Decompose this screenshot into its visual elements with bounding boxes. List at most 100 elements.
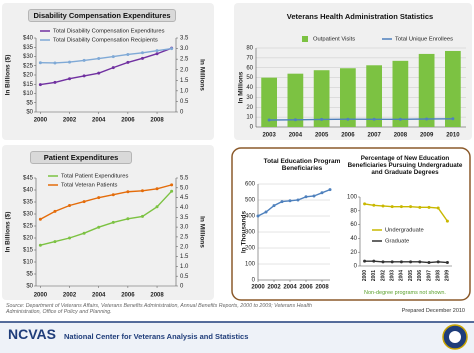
point [111, 193, 115, 197]
source: Source: Department of Veterans Affairs, … [6, 303, 312, 315]
series-line [40, 47, 172, 86]
y-axis-label: In Billions ($) [5, 55, 12, 96]
point [68, 236, 72, 240]
y-tick-label: 3.0 [180, 225, 189, 231]
point [293, 118, 297, 122]
y-tick-label: $20 [23, 236, 34, 242]
y-tick-label: $0 [26, 110, 33, 116]
point [409, 260, 413, 264]
x-tick-label: 2004 [289, 133, 303, 139]
y-tick-label: $30 [23, 54, 34, 60]
point [38, 217, 42, 221]
point [155, 52, 159, 56]
x-tick-label: 2002 [63, 293, 77, 299]
point [111, 55, 115, 59]
point [398, 117, 402, 121]
point [372, 203, 376, 207]
x-tick-label: 2004 [399, 270, 405, 281]
y-axis-label: In Thousands [241, 210, 248, 253]
x-tick-label: 2006 [299, 285, 313, 291]
y-tick-label: $20 [23, 73, 34, 79]
legend-label: Total Veteran Patients [61, 183, 117, 189]
point [140, 51, 144, 55]
x-tick-label: 2008 [315, 285, 329, 291]
point [363, 202, 367, 206]
x-tick-label: 2006 [341, 133, 355, 139]
y-tick-label: 80 [350, 208, 357, 214]
point [320, 117, 324, 121]
y-tick-label: 0 [252, 278, 256, 284]
y-tick-label: 2.5 [180, 234, 189, 240]
panel [2, 145, 214, 300]
point [126, 217, 130, 221]
y-axis-label: In Billions ($) [5, 212, 12, 253]
x-tick-label: 2004 [283, 285, 297, 291]
y-tick-label: 30 [246, 95, 253, 101]
point [53, 61, 57, 65]
y-tick-label: 300 [245, 230, 256, 236]
y-tick-label: 20 [350, 250, 357, 256]
bar [392, 60, 409, 127]
prepared: Prepared December 2010 [401, 308, 465, 314]
x-tick-label: 2005 [408, 270, 414, 281]
x-tick-label: 2007 [367, 133, 381, 139]
y-tick-label: 70 [246, 55, 253, 61]
point [267, 118, 271, 122]
point [256, 214, 260, 218]
y-tick-label: 5.0 [180, 185, 189, 191]
point [155, 49, 159, 53]
y-tick-label: 40 [350, 236, 357, 242]
org-abbr: NCVAS [8, 326, 56, 342]
point [425, 117, 429, 121]
legend-label: Outpatient Visits [313, 37, 355, 43]
point [436, 260, 440, 264]
y-tick-label: 4.0 [180, 205, 189, 211]
y-tick-label: 4.5 [180, 195, 189, 201]
point [170, 183, 174, 187]
point [126, 190, 130, 194]
series-line [40, 190, 173, 246]
x-tick-label: 2006 [417, 270, 423, 281]
y-tick-label: 0.5 [180, 99, 189, 105]
legend-label: Graduate [385, 239, 409, 245]
series-line [269, 118, 453, 121]
point [418, 260, 422, 264]
x-tick-label: 2006 [121, 118, 135, 124]
y-tick-label: 1.5 [180, 254, 189, 260]
series-line [257, 188, 331, 217]
y-tick-label: 5.5 [180, 176, 189, 182]
y-tick-label: 0.5 [180, 274, 189, 280]
y-tick-label: 0 [250, 125, 254, 131]
chart-title: Veterans Health Administration Statistic… [286, 12, 434, 21]
x-tick-label: 2002 [380, 270, 386, 281]
chart-title: Patient Expenditures [30, 151, 132, 164]
y-tick-label: $10 [23, 91, 34, 97]
point [280, 200, 284, 204]
y-tick-label: $35 [23, 45, 34, 51]
point [140, 189, 144, 193]
point [38, 61, 42, 65]
y-tick-label: 3.5 [180, 36, 189, 42]
point [97, 225, 101, 229]
point [372, 259, 376, 263]
y-tick-label: 1.5 [180, 78, 189, 84]
bar [366, 65, 382, 127]
y-tick-label: 0 [354, 264, 358, 270]
point [111, 66, 115, 70]
point [399, 205, 403, 209]
point [451, 117, 455, 121]
y-tick-label: 1.0 [180, 264, 189, 270]
x-tick-label: 2005 [315, 133, 329, 139]
point [372, 117, 376, 121]
y-tick-label: 0 [180, 284, 184, 290]
y-tick-label: $5 [26, 100, 33, 106]
point [445, 261, 449, 265]
legend-swatch [302, 36, 308, 42]
x-tick-label: 2004 [92, 118, 106, 124]
x-tick-label: 2008 [436, 270, 442, 281]
point [381, 260, 385, 264]
point [264, 210, 268, 214]
point [53, 240, 57, 244]
x-tick-label: 2007 [426, 270, 432, 281]
